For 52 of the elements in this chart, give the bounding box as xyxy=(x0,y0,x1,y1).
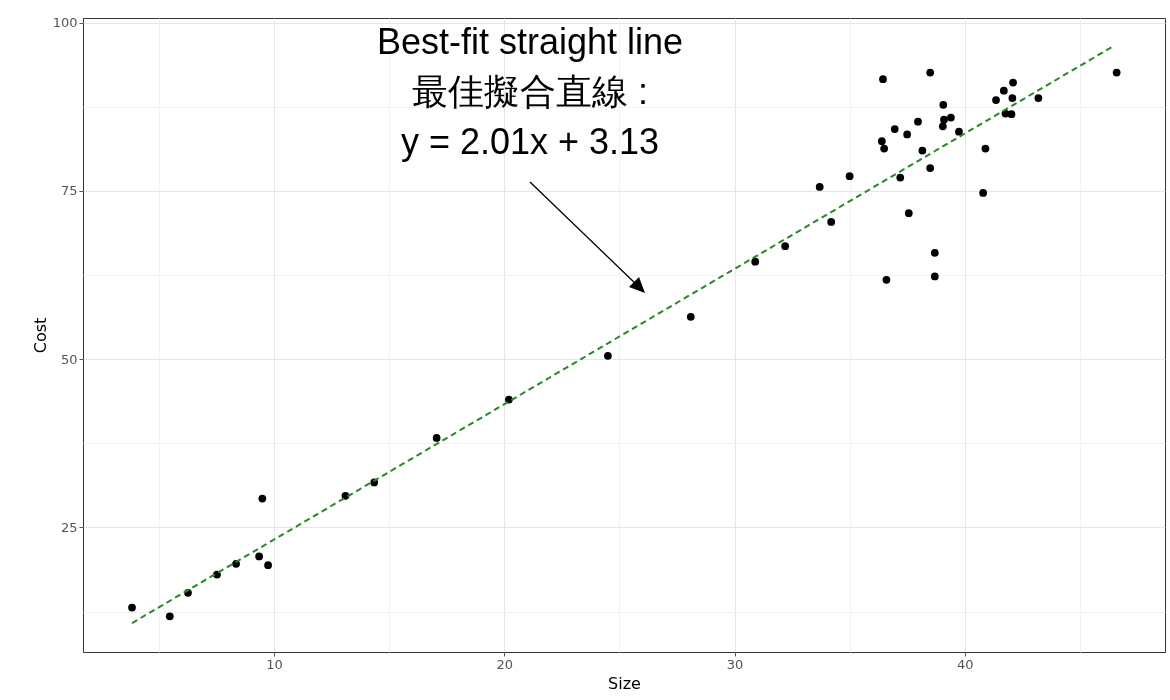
point xyxy=(890,125,899,133)
point xyxy=(947,113,955,122)
point xyxy=(926,68,935,77)
point xyxy=(815,183,824,191)
point xyxy=(686,312,695,321)
y-tick-label: 100 xyxy=(52,15,78,31)
point xyxy=(918,146,927,155)
point xyxy=(1009,78,1017,87)
point xyxy=(165,612,174,621)
y-tick-label: 50 xyxy=(60,351,78,367)
point xyxy=(981,144,990,153)
point xyxy=(880,144,889,153)
annotation: Best-fit straight line 最佳擬合直線 : y = 2.01x + 3.13 xyxy=(376,21,684,162)
point xyxy=(940,115,948,124)
y-axis-title: Cost xyxy=(30,317,50,354)
point xyxy=(845,172,854,181)
point xyxy=(939,100,948,109)
point xyxy=(930,249,939,257)
point xyxy=(914,117,922,126)
y-tick-label: 75 xyxy=(60,183,78,199)
x-tick-label: 20 xyxy=(496,656,514,672)
point xyxy=(258,494,267,503)
x-axis-title: Size xyxy=(608,673,641,693)
point xyxy=(1034,94,1043,102)
point xyxy=(904,209,913,218)
x-tick-label: 30 xyxy=(726,656,744,672)
point xyxy=(879,75,887,84)
point xyxy=(1112,68,1121,77)
y-tick-label: 25 xyxy=(60,519,78,535)
x-tick-label: 40 xyxy=(956,656,974,672)
point xyxy=(1008,94,1017,102)
point xyxy=(255,552,263,561)
point xyxy=(432,434,441,442)
point xyxy=(999,86,1008,95)
point xyxy=(955,127,963,136)
point xyxy=(264,561,272,570)
point xyxy=(903,130,912,139)
point xyxy=(877,137,886,146)
point xyxy=(926,164,935,172)
point xyxy=(781,242,790,251)
point xyxy=(827,218,836,226)
point xyxy=(938,122,947,131)
point xyxy=(604,352,612,360)
x-tick-label: 10 xyxy=(266,656,283,672)
point xyxy=(896,173,905,182)
point xyxy=(128,603,136,612)
point xyxy=(992,96,1000,104)
point xyxy=(751,257,760,266)
point xyxy=(882,275,891,284)
point xyxy=(979,189,987,197)
point xyxy=(930,272,939,281)
point xyxy=(1007,110,1016,119)
